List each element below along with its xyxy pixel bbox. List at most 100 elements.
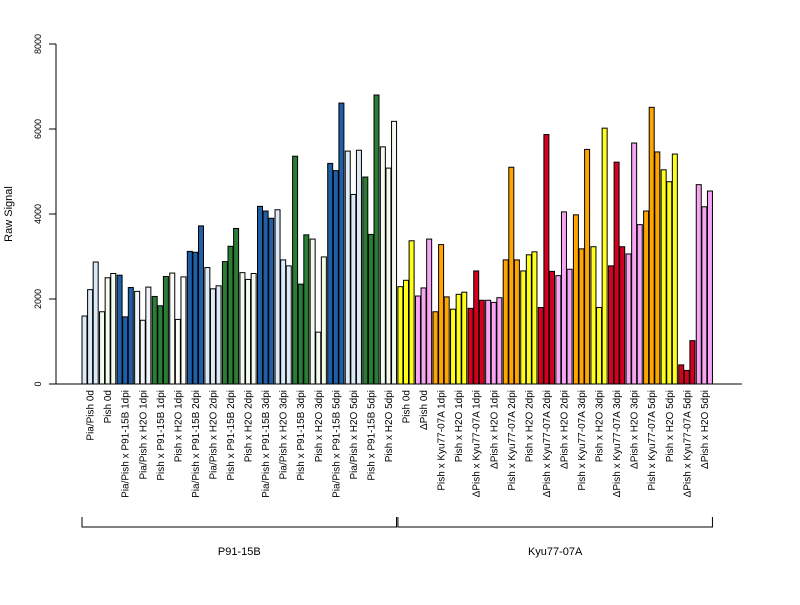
bar [99, 311, 106, 385]
bar [403, 279, 409, 385]
x-tick-label: Pish x P91-15B 2dpi [226, 390, 237, 481]
bar [625, 253, 632, 385]
bar [450, 308, 457, 385]
bar [397, 286, 404, 385]
bar [157, 305, 164, 385]
bar [443, 296, 450, 385]
bar [584, 148, 591, 385]
bar [608, 265, 614, 385]
bar [303, 234, 310, 385]
bar [385, 167, 392, 385]
bar [613, 161, 620, 385]
bar [408, 240, 415, 385]
x-tick-label: Pish x Kyu77-07A 1dpi [437, 390, 448, 491]
x-tick-label: Pish x H2O 1dpi [454, 390, 465, 462]
bar [467, 307, 474, 385]
x-tick-label: ΔPish x Kyu77-07A 1dpi [472, 390, 483, 497]
bar [683, 369, 690, 385]
group-bracket [397, 517, 713, 528]
bar [549, 270, 555, 385]
x-tick-label: ΔPish x H2O 1dpi [489, 390, 500, 469]
bar [578, 248, 585, 385]
bar [566, 268, 573, 385]
bar [104, 277, 111, 385]
x-tick-label: Pia/Pish x P91-15B 3dpi [261, 390, 272, 498]
x-tick-label: ΔPish x H2O 5dpi [700, 390, 711, 469]
bar [414, 295, 421, 385]
x-tick-label: Pish 0d [402, 390, 413, 423]
bar [274, 209, 281, 385]
bar [87, 289, 94, 385]
x-tick-label: ΔPish x H2O 3dpi [630, 390, 641, 469]
bar [473, 270, 480, 385]
bar [490, 301, 497, 385]
bar [671, 153, 678, 385]
bar [560, 211, 567, 385]
x-tick-label: ΔPish x H2O 2dpi [559, 390, 570, 469]
bar [373, 94, 380, 385]
x-tick-label: Pish x Kyu77-07A 2dpi [507, 390, 518, 491]
x-tick-label: Pish x Kyu77-07A 5dpi [647, 390, 658, 491]
bar [367, 233, 374, 385]
bar [110, 273, 117, 385]
groups-layer: P91-15B Kyu77-07A [81, 517, 713, 558]
bars-layer [81, 94, 713, 385]
x-tick-label: Pish x H2O 5dpi [665, 390, 676, 462]
group-bracket [81, 517, 398, 528]
bar [695, 184, 702, 385]
bar [543, 134, 550, 385]
bar [520, 270, 527, 385]
bar [209, 288, 216, 385]
bar [215, 285, 222, 385]
bar [678, 364, 685, 385]
x-tick-label: Pish x H2O 3dpi [314, 390, 325, 462]
bar [619, 246, 626, 385]
bar [420, 287, 427, 385]
bar [660, 169, 667, 385]
bar [257, 205, 263, 385]
x-tick-label: Pish x P91-15B 1dpi [156, 390, 167, 481]
x-tick-label: ΔPish x Kyu77-07A 3dpi [612, 390, 623, 497]
bar [478, 299, 485, 385]
bar [438, 244, 445, 385]
bar [537, 307, 544, 385]
bar [496, 297, 503, 385]
y-axis-title: Raw Signal [3, 186, 15, 242]
axes-layer: 0 2000 4000 6000 8000 Raw Signal [3, 34, 742, 387]
bar [162, 275, 169, 385]
bar [636, 224, 643, 385]
x-tick-label: Pia/Pish 0d [86, 390, 97, 441]
bar [227, 245, 234, 385]
bar [648, 106, 655, 385]
x-tick-label: Pia/Pish x H2O 5dpi [349, 390, 360, 480]
x-tick-label: Pish x H2O 1dpi [173, 390, 184, 462]
bar [245, 278, 252, 385]
x-tick-label: Pia/Pish x H2O 2dpi [208, 390, 219, 480]
bar [239, 272, 246, 385]
bar [485, 299, 492, 385]
bar [391, 120, 398, 385]
bar [355, 149, 362, 385]
bar [139, 319, 146, 385]
x-tick-label: Pish x H2O 2dpi [524, 390, 535, 462]
bar [701, 206, 708, 385]
bar [250, 273, 257, 385]
bar [192, 251, 199, 385]
bar [180, 276, 187, 385]
bar [379, 146, 386, 385]
x-tick-label: Pish x P91-15B 5dpi [366, 390, 377, 481]
bar [654, 151, 661, 385]
x-tick-label: Pish 0d [103, 390, 114, 423]
bar [572, 214, 579, 385]
bar [233, 227, 240, 385]
bar [122, 316, 129, 385]
y-tick-label: 2000 [33, 289, 43, 309]
bar [531, 251, 538, 385]
x-tick-label: ΔPish 0d [419, 390, 430, 430]
bar [285, 265, 292, 385]
bar [350, 193, 357, 385]
bar [145, 286, 152, 385]
bar [706, 190, 713, 385]
group-label: P91-15B [218, 546, 261, 558]
